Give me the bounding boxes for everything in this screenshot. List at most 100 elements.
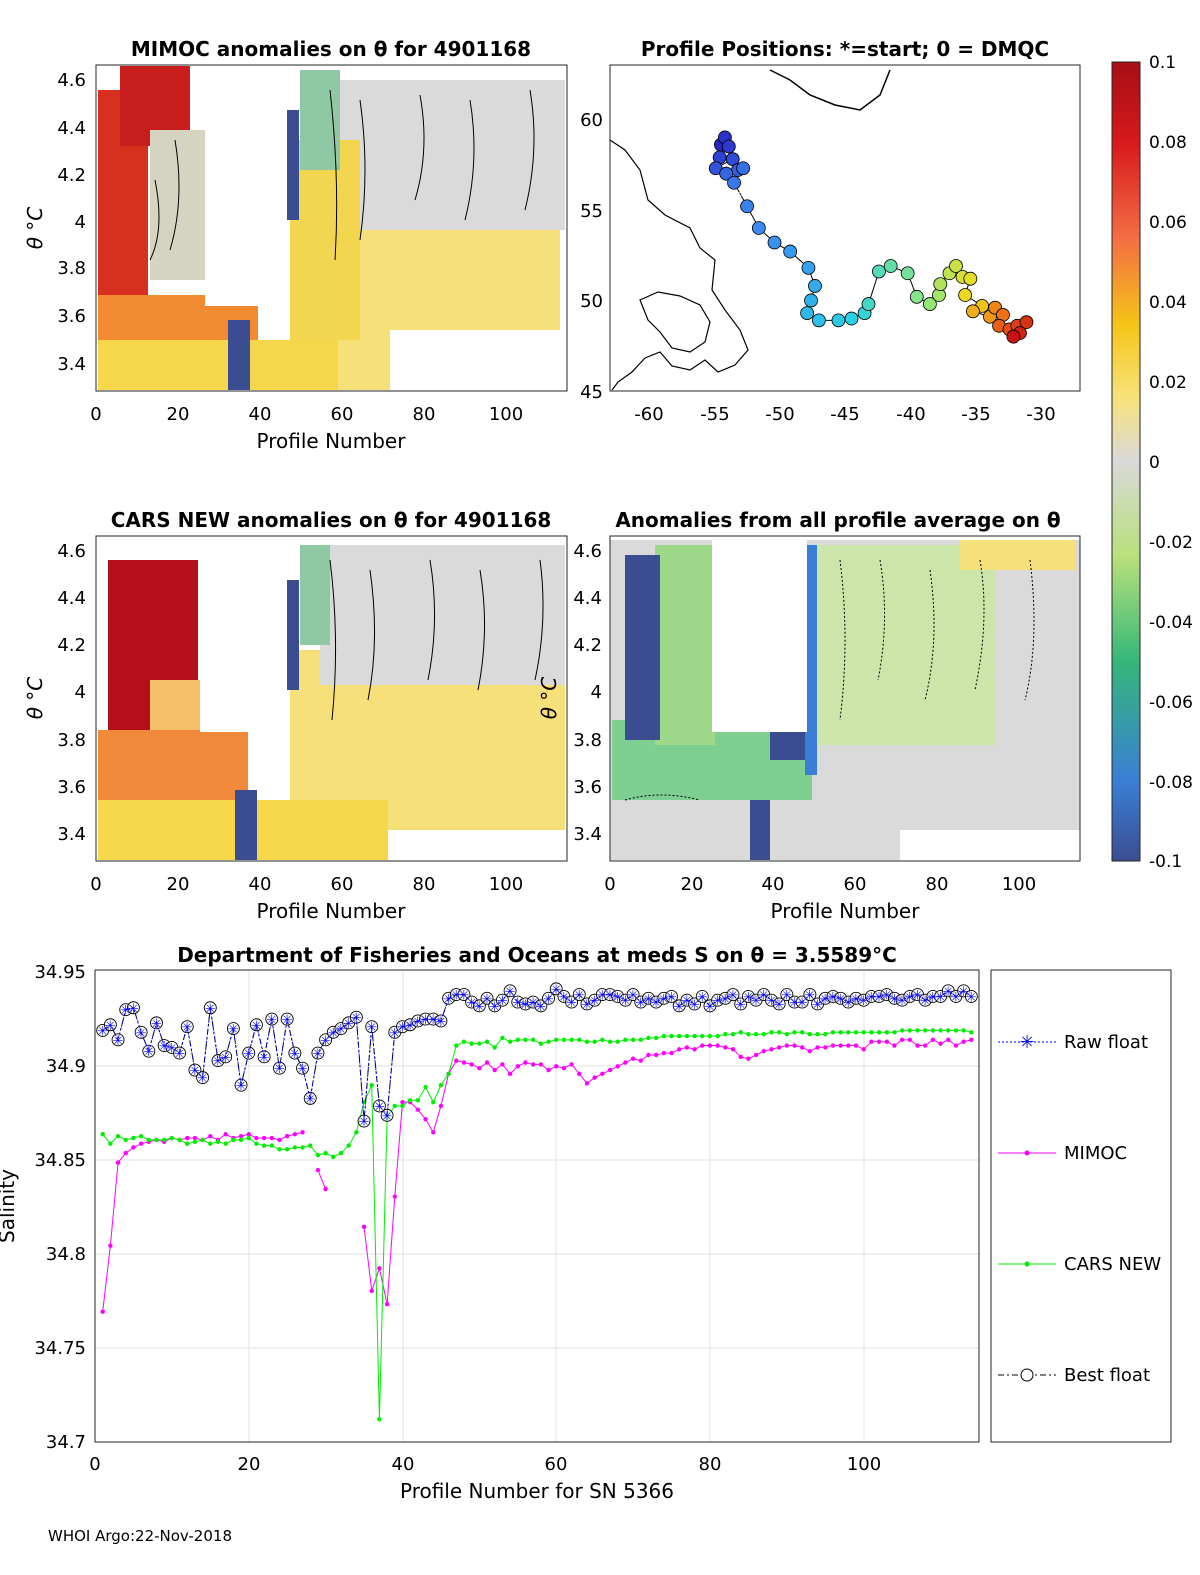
cars-new-point [746,1031,751,1037]
cars-xlabel: Profile Number [257,899,407,923]
track: ✳ [708,130,1034,344]
mimoc-point [185,1135,190,1141]
raw-float-point: ✳ [935,990,946,1005]
cars-new-point [108,1141,113,1146]
mimoc-xtick-label: 0 [90,404,101,425]
cars-new-point [308,1143,313,1148]
mimoc-point [292,1132,298,1137]
mimoc-point [938,1041,943,1046]
allavg-x-ticks: 0 20 40 60 80 100 [604,874,1036,895]
allavg-title: Anomalies from all profile average on θ [615,508,1060,532]
mimoc-point [876,1039,882,1044]
mimoc-point [454,1058,459,1063]
allavg-ytick-label: 3.4 [573,824,602,845]
raw-float-point: ✳ [128,1002,139,1017]
cars-new-point [653,1035,659,1041]
allavg-region-blue-base [750,800,770,860]
cars-new-point [177,1137,182,1143]
cars-new-point [438,1082,444,1088]
raw-float-point: ✳ [812,998,823,1013]
profile-position-point [811,313,826,328]
raw-float-point: ✳ [251,1019,262,1034]
cars-new-point [131,1135,136,1141]
mimoc-point [592,1075,597,1080]
allavg-axes-box [609,535,1081,862]
cars-new-point [661,1033,667,1039]
mimoc-panel: MIMOC anomalies on θ for 4901168 3.4 3.6… [23,37,568,453]
mimoc-xlabel: Profile Number [257,429,407,453]
cars-new-point [523,1037,528,1043]
salinity-xtick-label: 100 [847,1454,881,1475]
raw-float-point: ✳ [597,989,608,1004]
profile-position-point [883,259,898,273]
raw-float-point: ✳ [274,1062,285,1077]
best-float-point [188,1063,202,1077]
mimoc-point [400,1099,405,1105]
raw-float-point: ✳ [143,1045,154,1060]
mimoc-point [623,1060,628,1065]
cars-xtick-label: 20 [167,874,190,895]
mimoc-point [946,1037,951,1043]
profile-position-point [900,266,915,281]
raw-float-point: ✳ [213,1055,224,1070]
raw-float-point: ✳ [105,1019,116,1034]
mimoc-point [746,1056,751,1061]
raw-float-point: ✳ [220,1051,231,1066]
best-float-point [303,1091,317,1105]
raw-float-point: ✳ [451,989,462,1004]
salinity-y-ticks: 34.7 34.75 34.8 34.85 34.9 34.95 [34,962,86,1453]
mimoc-point [653,1052,659,1058]
best-float-point [434,1014,448,1028]
best-float-point [565,995,579,1009]
raw-float-point: ✳ [758,989,769,1004]
cars-new-point [492,1045,497,1050]
cars-new-point [315,1152,321,1158]
raw-float-point: ✳ [927,990,938,1005]
mimoc-ytick-label: 4.4 [57,118,86,139]
profile-position-point [1006,329,1021,344]
profile-position-point [800,306,815,321]
raw-float-point: ✳ [574,989,585,1004]
profile-position-point [727,175,741,190]
mimoc-point [500,1062,505,1067]
mimoc-ytick-label: 4.2 [57,165,86,186]
mimoc-point [907,1037,913,1043]
salinity-xlabel: Profile Number for SN 5366 [400,1479,674,1503]
mimoc-point [192,1135,198,1141]
raw-float-point: ✳ [166,1041,177,1056]
profile-position-point [719,166,734,181]
raw-float-point: ✳ [151,1017,162,1032]
cars-new-point [615,1039,620,1044]
mimoc-point [254,1135,259,1141]
allavg-ylabel: θ °C [537,677,561,720]
mimoc-point [915,1043,920,1048]
cars-xtick-label: 60 [331,874,354,895]
profile-position-point [909,289,924,304]
profile-position-point [966,304,980,319]
cars-new-point [323,1150,328,1156]
cars-new-point [231,1137,236,1143]
colorbar-tick-label: 0.02 [1149,373,1187,393]
raw-float-point: ✳ [897,994,908,1009]
profile-position-point [751,221,766,235]
mimoc-point [469,1062,474,1067]
cars-region-orange [98,730,248,810]
cars-new-point [431,1099,436,1105]
raw-float-point: ✳ [674,1000,685,1015]
raw-float-point: ✳ [582,998,593,1013]
cars-new-point [884,1030,889,1035]
cars-new-point [907,1028,913,1033]
raw-float-point: ✳ [851,992,862,1007]
cars-new-point [292,1145,298,1150]
cars-ytick-label: 4.6 [57,541,86,562]
mimoc-point [730,1047,736,1052]
allavg-xtick-label: 80 [926,874,949,895]
cars-region-grey [320,545,565,685]
raw-float-point: ✳ [874,990,885,1005]
raw-float-point: ✳ [520,998,531,1013]
salinity-grid [95,970,979,1442]
raw-float-point: ✳ [374,1100,385,1115]
best-float-point [203,1001,217,1015]
cars-new-point [853,1030,859,1035]
salinity-xtick-label: 0 [89,1454,100,1475]
